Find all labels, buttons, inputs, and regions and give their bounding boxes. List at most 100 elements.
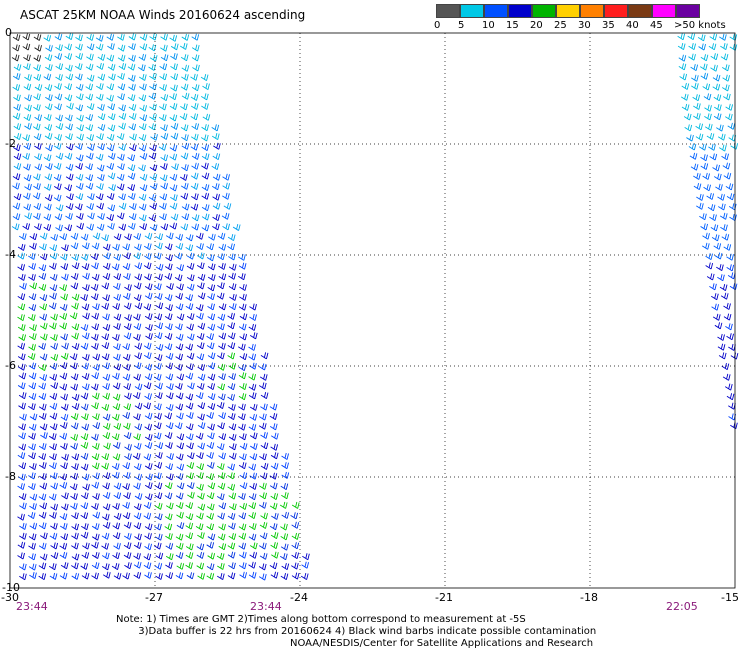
wind-barb xyxy=(190,102,199,110)
wind-barb xyxy=(28,423,37,431)
wind-barb xyxy=(217,482,226,490)
wind-barb xyxy=(708,143,716,151)
wind-barb xyxy=(165,532,173,540)
wind-barb xyxy=(160,132,169,140)
wind-barb xyxy=(196,463,205,471)
wind-barb xyxy=(75,182,84,190)
wind-barb xyxy=(101,453,110,461)
wind-barb xyxy=(165,572,174,580)
wind-barb xyxy=(713,94,722,102)
wind-barb xyxy=(709,153,718,161)
wind-barb xyxy=(86,103,95,111)
wind-barb xyxy=(71,262,80,270)
wind-barb xyxy=(59,372,68,380)
wind-barb xyxy=(227,233,236,241)
wind-barb xyxy=(149,164,158,172)
wind-barb xyxy=(710,64,718,72)
wind-barb xyxy=(71,542,79,550)
wind-barb xyxy=(212,173,221,181)
wind-barb xyxy=(228,562,236,570)
wind-barb xyxy=(128,54,136,62)
wind-barb xyxy=(279,553,288,561)
wind-barb xyxy=(187,491,195,499)
wind-barb xyxy=(134,402,143,410)
wind-barb xyxy=(53,162,62,170)
wind-barb xyxy=(291,501,300,509)
wind-barb xyxy=(112,552,120,560)
wind-barb xyxy=(39,502,48,510)
wind-barb xyxy=(723,313,732,321)
wind-barb xyxy=(23,163,31,171)
wind-barb xyxy=(18,473,26,481)
wind-barb xyxy=(127,154,136,162)
wind-barb xyxy=(227,483,236,491)
wind-barb xyxy=(717,333,725,341)
wind-barb xyxy=(175,382,183,390)
legend-swatch xyxy=(436,4,460,18)
wind-barb xyxy=(179,42,188,50)
wind-barb xyxy=(70,442,78,450)
wind-barb xyxy=(128,213,137,221)
wind-barb xyxy=(258,382,267,390)
wind-barb xyxy=(207,263,216,271)
wind-barb xyxy=(49,532,58,540)
wind-barb xyxy=(96,62,105,70)
longitude-tick-label: -27 xyxy=(145,591,163,604)
wind-barb xyxy=(60,253,68,261)
wind-barb xyxy=(726,193,735,201)
wind-barb xyxy=(218,243,227,251)
wind-barb xyxy=(218,262,226,270)
wind-barb xyxy=(39,423,48,431)
wind-barb xyxy=(80,463,89,471)
wind-barb xyxy=(196,353,205,361)
wind-barb xyxy=(155,382,163,390)
wind-barb xyxy=(133,373,141,381)
wind-barb xyxy=(723,93,731,101)
wind-barb xyxy=(197,503,206,511)
wind-barb xyxy=(259,413,267,421)
wind-barb xyxy=(238,423,246,431)
wind-barb xyxy=(144,373,153,381)
wind-barb xyxy=(216,573,225,581)
wind-barb xyxy=(71,453,80,461)
wind-barb xyxy=(175,392,184,400)
wind-barb xyxy=(269,423,278,431)
wind-barb xyxy=(196,543,205,551)
wind-barb xyxy=(128,83,136,91)
wind-barb xyxy=(211,162,220,170)
wind-barb xyxy=(197,532,205,539)
wind-barb xyxy=(186,323,194,331)
wind-barb xyxy=(248,423,257,431)
wind-barb xyxy=(721,153,729,161)
wind-barb xyxy=(207,423,215,431)
wind-barb xyxy=(138,53,147,61)
wind-barb xyxy=(228,452,237,460)
wind-barb xyxy=(111,413,120,421)
wind-barb xyxy=(28,262,36,270)
wind-barb xyxy=(82,542,90,550)
wind-barb xyxy=(170,43,179,51)
wind-barb xyxy=(206,541,215,549)
wind-barb xyxy=(138,134,147,142)
wind-barb xyxy=(185,402,194,410)
wind-barb xyxy=(239,283,247,291)
wind-barb xyxy=(59,432,68,440)
legend-swatch xyxy=(580,4,604,18)
wind-barb xyxy=(696,193,704,201)
wind-barb xyxy=(38,572,47,580)
wind-barb xyxy=(149,83,157,91)
wind-barb xyxy=(96,164,105,172)
wind-barb xyxy=(206,563,215,571)
wind-barb xyxy=(76,222,85,230)
wind-barb xyxy=(180,103,188,111)
wind-barb xyxy=(133,503,142,511)
wind-barb xyxy=(91,562,100,570)
wind-barb xyxy=(280,543,289,551)
wind-barb xyxy=(91,312,100,320)
wind-barb xyxy=(154,403,162,411)
wind-barb xyxy=(123,403,132,411)
wind-barb xyxy=(49,273,58,281)
wind-barb xyxy=(101,542,109,550)
wind-barb xyxy=(97,53,106,61)
wind-barb xyxy=(144,442,153,449)
